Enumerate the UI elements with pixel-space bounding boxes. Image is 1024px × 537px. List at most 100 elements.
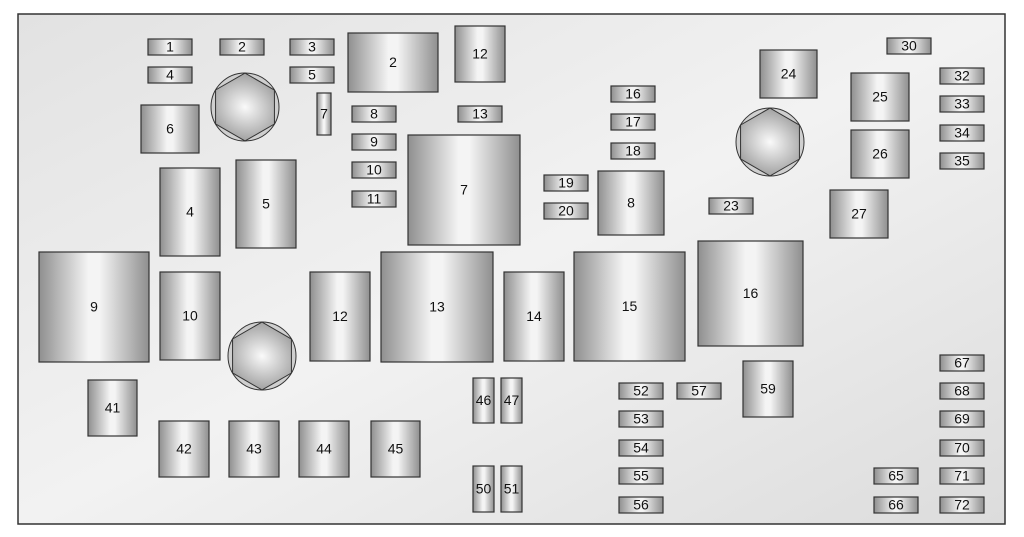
fuse <box>939 95 985 113</box>
fuse <box>873 467 919 485</box>
fuse <box>676 382 722 400</box>
fuse-label: 42 <box>176 441 192 457</box>
fuse <box>500 465 523 513</box>
fuse-label: 12 <box>472 46 488 62</box>
fuse <box>503 271 565 362</box>
fuse <box>472 377 495 424</box>
fuse <box>140 104 200 154</box>
fuse <box>219 38 265 56</box>
fuse <box>351 105 397 123</box>
fuse-label: 56 <box>633 497 649 513</box>
fuse-label: 18 <box>625 143 641 159</box>
fuse-label: 53 <box>633 411 649 427</box>
fuse <box>850 72 910 122</box>
fuse-label: 30 <box>901 38 917 54</box>
fuse-label: 13 <box>472 106 488 122</box>
fuse <box>618 496 664 514</box>
fuse-label: 70 <box>954 440 970 456</box>
fuse-label: 26 <box>872 146 888 162</box>
fuse-label: 69 <box>954 411 970 427</box>
fuse-label: 11 <box>367 191 382 207</box>
fuse-label: 50 <box>476 481 492 497</box>
fuse <box>316 92 332 136</box>
fuse-label: 54 <box>633 440 649 456</box>
fuse-label: 71 <box>954 468 970 484</box>
fuse-label: 59 <box>760 381 776 397</box>
fuse-label: 10 <box>182 308 198 324</box>
fuse <box>873 496 919 514</box>
fuse <box>939 467 985 485</box>
fuse <box>457 105 503 123</box>
fuse-label: 52 <box>633 383 649 399</box>
fuse <box>610 85 656 103</box>
fuse-label: 7 <box>320 106 328 122</box>
fuse-label: 6 <box>166 121 174 137</box>
bolt <box>735 107 805 177</box>
fuse <box>351 133 397 151</box>
fuse <box>939 152 985 170</box>
fuse <box>351 161 397 179</box>
fuse-label: 19 <box>558 175 574 191</box>
fuse-label: 24 <box>781 66 797 82</box>
fuse <box>380 251 494 363</box>
fuse <box>147 66 193 84</box>
fuse-label: 68 <box>954 383 970 399</box>
fuse-label: 47 <box>504 392 520 408</box>
fuse-label: 65 <box>888 468 904 484</box>
fuse-label: 16 <box>743 285 759 301</box>
fuse <box>742 360 794 418</box>
fuse-label: 2 <box>238 39 246 55</box>
fuse-label: 14 <box>526 308 542 324</box>
fuse-label: 2 <box>389 54 397 70</box>
fuse <box>618 382 664 400</box>
fuse-label: 34 <box>954 125 970 141</box>
fuse-label: 35 <box>954 153 970 169</box>
fuse <box>939 382 985 400</box>
fuse-label: 33 <box>954 96 970 112</box>
fuse <box>289 66 335 84</box>
fuse-label: 3 <box>308 39 316 55</box>
fuse-label: 43 <box>246 441 262 457</box>
fuse-label: 72 <box>954 497 970 513</box>
fuse <box>697 240 804 347</box>
fuse <box>158 420 210 478</box>
fuse-label: 27 <box>851 206 867 222</box>
fuse <box>235 159 297 249</box>
fuse <box>543 174 589 192</box>
fuse-label: 13 <box>429 299 445 315</box>
fuse-label: 32 <box>954 68 970 84</box>
fuse-label: 66 <box>888 497 904 513</box>
fuse-label: 7 <box>460 182 468 198</box>
bolt <box>210 72 280 142</box>
fuse <box>228 420 280 478</box>
fuse <box>370 420 421 478</box>
fuse <box>597 170 665 236</box>
fuse <box>159 271 221 361</box>
fuse-label: 25 <box>872 89 888 105</box>
fuse-label: 23 <box>723 198 739 214</box>
fuse-label: 9 <box>90 299 98 315</box>
bolt <box>227 321 297 391</box>
fuse <box>759 49 818 99</box>
fuse <box>939 439 985 457</box>
fuse <box>573 251 686 362</box>
fuse <box>347 32 439 93</box>
fuse <box>472 465 495 513</box>
fuse <box>886 37 932 55</box>
fuse <box>147 38 193 56</box>
fuse-label: 44 <box>316 441 332 457</box>
fuse-label: 15 <box>622 298 638 314</box>
fuse <box>939 496 985 514</box>
fuse-label: 9 <box>370 134 378 150</box>
fuse <box>829 189 889 239</box>
fuse-label: 4 <box>186 204 194 220</box>
fuse <box>939 124 985 142</box>
fuse <box>298 420 350 478</box>
fuse <box>618 467 664 485</box>
fuse <box>38 251 150 363</box>
fuse-label: 4 <box>166 67 174 83</box>
fuse-label: 8 <box>627 195 635 211</box>
fuse-label: 45 <box>388 441 404 457</box>
fuse-label: 55 <box>633 468 649 484</box>
fuse-label: 51 <box>504 481 520 497</box>
